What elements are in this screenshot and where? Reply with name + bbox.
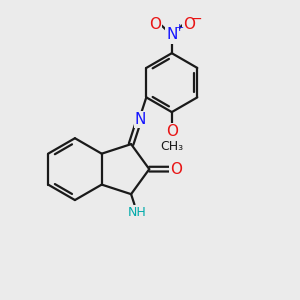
Text: +: +	[175, 23, 184, 34]
Text: O: O	[149, 17, 161, 32]
Text: O: O	[166, 124, 178, 139]
Text: O: O	[183, 17, 195, 32]
Text: N: N	[166, 27, 178, 42]
Text: −: −	[190, 12, 202, 26]
Text: O: O	[170, 162, 182, 177]
Text: N: N	[135, 112, 146, 127]
Text: CH₃: CH₃	[160, 140, 183, 153]
Text: NH: NH	[128, 206, 146, 219]
